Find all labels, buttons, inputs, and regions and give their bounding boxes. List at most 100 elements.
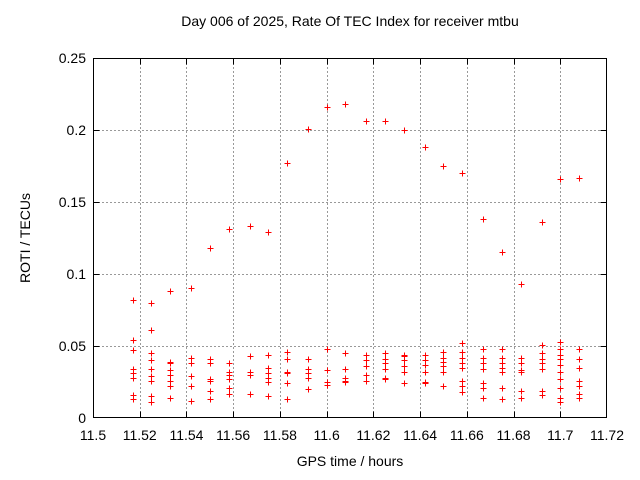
data-point-marker xyxy=(247,372,254,379)
y-tick-label: 0.1 xyxy=(66,266,86,282)
data-point-marker xyxy=(265,229,272,236)
data-point-marker xyxy=(382,376,389,383)
data-point-marker xyxy=(305,375,312,382)
data-point-marker xyxy=(207,360,214,367)
y-tick-label: 0.15 xyxy=(58,194,86,210)
data-point-marker xyxy=(576,356,583,363)
data-point-marker xyxy=(207,245,214,252)
data-point-marker xyxy=(167,372,174,379)
data-point-marker xyxy=(148,399,155,406)
data-point-marker xyxy=(342,350,349,357)
data-point-marker xyxy=(440,383,447,390)
data-point-marker xyxy=(265,379,272,386)
x-tick-label: 11.58 xyxy=(262,427,297,443)
data-point-marker xyxy=(265,393,272,400)
data-point-marker xyxy=(188,285,195,292)
data-point-marker xyxy=(557,356,564,363)
data-point-marker xyxy=(557,176,564,183)
data-point-marker xyxy=(247,223,254,230)
x-tick-label: 11.7 xyxy=(547,427,574,443)
x-tick-label: 11.64 xyxy=(403,427,438,443)
data-point-marker xyxy=(324,382,331,389)
data-point-marker xyxy=(459,340,466,347)
data-point-marker xyxy=(518,369,525,376)
data-point-marker xyxy=(576,175,583,182)
data-point-marker xyxy=(148,327,155,334)
y-axis-title: ROTI / TECUs xyxy=(17,193,33,283)
data-point-marker xyxy=(130,375,137,382)
data-point-marker xyxy=(480,360,487,367)
data-point-marker xyxy=(440,163,447,170)
data-point-marker xyxy=(422,369,429,376)
data-point-marker xyxy=(401,380,408,387)
x-tick-label: 11.68 xyxy=(496,427,531,443)
data-point-marker xyxy=(148,366,155,373)
data-point-marker xyxy=(576,395,583,402)
data-point-marker xyxy=(499,369,506,376)
x-tick-label: 11.54 xyxy=(169,427,204,443)
data-point-marker xyxy=(539,342,546,349)
data-point-marker xyxy=(188,398,195,405)
data-point-marker xyxy=(382,350,389,357)
data-point-marker xyxy=(480,216,487,223)
data-point-marker xyxy=(130,396,137,403)
x-tick-label: 11.6 xyxy=(313,427,340,443)
x-tick-label: 11.52 xyxy=(122,427,157,443)
data-point-marker xyxy=(305,126,312,133)
data-point-marker xyxy=(363,372,370,379)
data-point-marker xyxy=(284,349,291,356)
data-point-marker xyxy=(207,378,214,385)
data-point-marker xyxy=(167,383,174,390)
data-point-marker xyxy=(480,395,487,402)
chart-title: Day 006 of 2025, Rate Of TEC Index for r… xyxy=(181,13,519,29)
data-point-marker xyxy=(284,380,291,387)
data-point-marker xyxy=(499,249,506,256)
data-point-marker xyxy=(188,383,195,390)
data-point-marker xyxy=(324,104,331,111)
data-point-marker xyxy=(557,346,564,353)
data-point-marker xyxy=(401,363,408,370)
data-point-marker xyxy=(557,376,564,383)
data-point-marker xyxy=(557,369,564,376)
data-point-marker xyxy=(557,385,564,392)
x-tick-label: 11.66 xyxy=(449,427,484,443)
data-point-marker xyxy=(226,360,233,367)
data-point-marker xyxy=(576,346,583,353)
data-point-marker xyxy=(363,118,370,125)
y-tick-label: 0.05 xyxy=(58,338,86,354)
data-point-marker xyxy=(226,385,233,392)
data-point-marker xyxy=(557,362,564,369)
data-point-marker xyxy=(539,350,546,357)
data-point-marker xyxy=(518,395,525,402)
data-point-marker xyxy=(401,357,408,364)
data-point-marker xyxy=(324,346,331,353)
data-point-marker xyxy=(305,356,312,363)
data-point-marker xyxy=(422,362,429,369)
x-tick-label: 11.56 xyxy=(216,427,251,443)
x-tick-label: 11.62 xyxy=(356,427,391,443)
data-point-marker xyxy=(422,144,429,151)
data-point-marker xyxy=(557,399,564,406)
data-point-marker xyxy=(422,380,429,387)
data-point-marker xyxy=(459,349,466,356)
data-point-marker xyxy=(284,370,291,377)
data-point-marker xyxy=(480,385,487,392)
data-point-marker xyxy=(382,360,389,367)
data-point-marker xyxy=(518,281,525,288)
data-point-marker xyxy=(401,127,408,134)
x-tick-label: 11.5 xyxy=(79,427,107,443)
data-point-marker xyxy=(518,360,525,367)
data-point-marker xyxy=(382,366,389,373)
data-point-marker xyxy=(382,118,389,125)
x-axis-title: GPS time / hours xyxy=(296,453,404,469)
data-point-marker xyxy=(130,347,137,354)
data-point-marker xyxy=(539,219,546,226)
data-point-marker xyxy=(342,379,349,386)
data-point-marker xyxy=(324,367,331,374)
data-point-marker xyxy=(284,356,291,363)
data-point-marker xyxy=(557,339,564,346)
data-point-marker xyxy=(518,388,525,395)
data-point-marker xyxy=(480,346,487,353)
data-point-marker xyxy=(167,288,174,295)
data-point-marker xyxy=(130,297,137,304)
